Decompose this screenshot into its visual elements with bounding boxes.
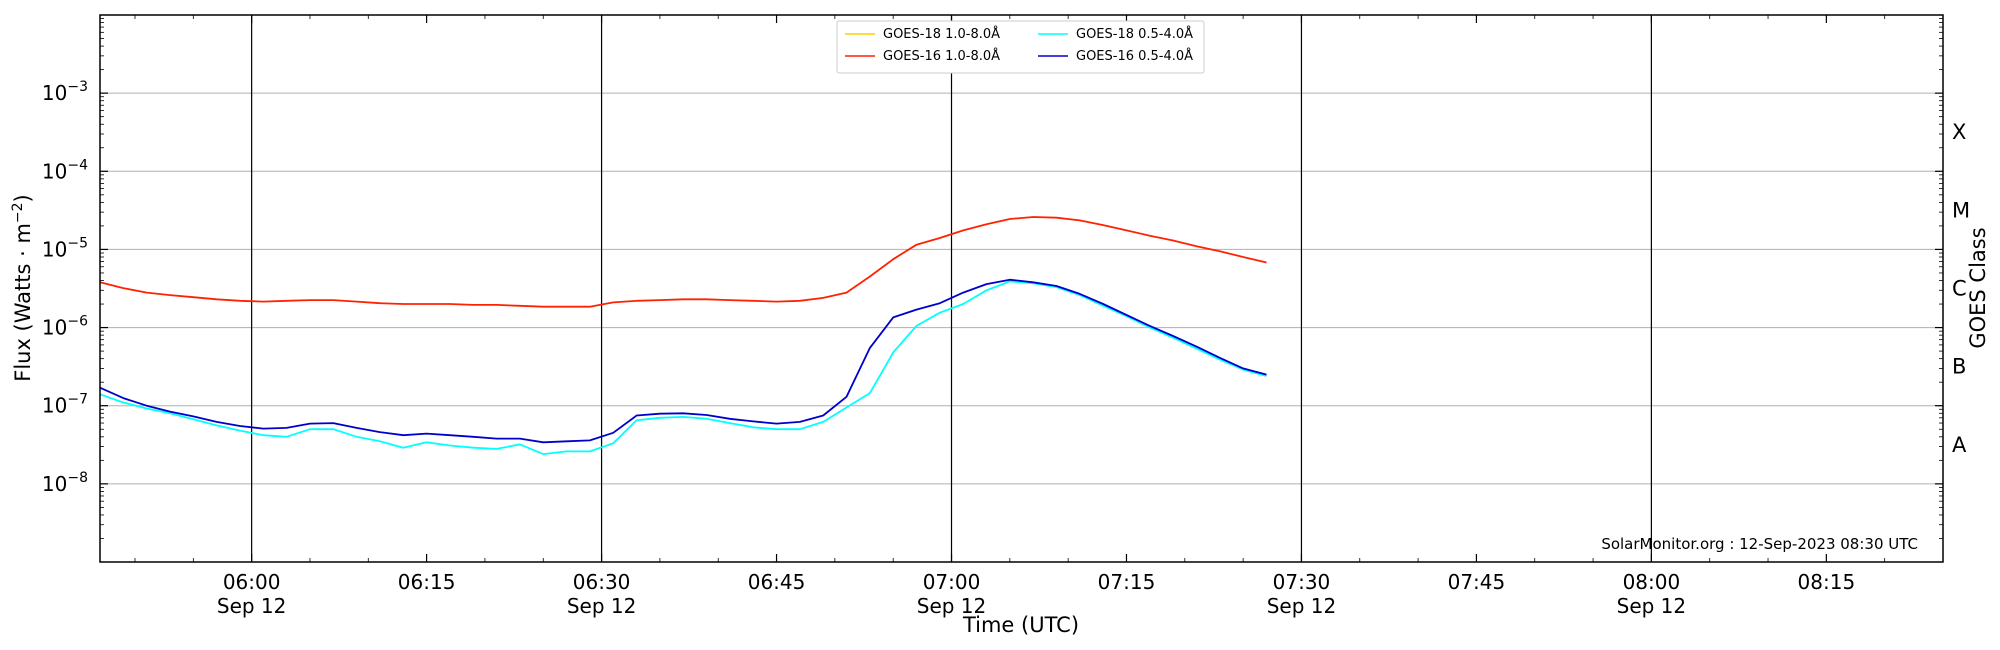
x-tick-label: 07:30: [1273, 570, 1331, 594]
source-annotation: SolarMonitor.org : 12-Sep-2023 08:30 UTC: [1601, 535, 1918, 553]
x-tick-label: 06:45: [748, 570, 806, 594]
horizontal-grid: [100, 92, 1943, 485]
legend-label: GOES-16 1.0-8.0Å: [883, 48, 1000, 64]
y-tick-label: 10−7: [42, 392, 88, 418]
right-axis-title: GOES Class: [1966, 227, 1990, 348]
x-tick-date: Sep 12: [567, 594, 637, 618]
vertical-grid: [251, 15, 1652, 562]
y-tick-label: 10−4: [42, 157, 88, 183]
plot-area: [100, 15, 1943, 562]
goes-class-m: M: [1952, 198, 1970, 222]
x-tick-label: 08:00: [1623, 570, 1681, 594]
x-tick-date: Sep 12: [217, 594, 287, 618]
goes-class-x: X: [1952, 120, 1966, 144]
y-tick-label: 10−5: [42, 235, 88, 261]
series-layer: [99, 216, 1267, 456]
x-tick-label: 06:15: [398, 570, 456, 594]
series-line-2: [99, 216, 1267, 308]
x-tick-label: 07:00: [923, 570, 981, 594]
x-tick-label: 08:15: [1798, 570, 1856, 594]
x-tick-label: 06:00: [223, 570, 281, 594]
goes-class-b: B: [1952, 355, 1966, 379]
series-line-1: [99, 280, 1267, 456]
legend-label: GOES-18 1.0-8.0Å: [883, 26, 1000, 42]
x-tick-date: Sep 12: [1267, 594, 1337, 618]
y-axis-ticks: 10−3 10−4 10−5 10−6 10−7 10−8: [42, 79, 1943, 496]
y-axis-title: Flux (Watts · m−2): [10, 194, 35, 382]
x-tick-date: Sep 12: [1617, 594, 1687, 618]
y-tick-label: 10−8: [42, 470, 88, 496]
legend-label: GOES-16 0.5-4.0Å: [1076, 48, 1193, 64]
series-line-3: [99, 278, 1267, 444]
goes-class-a: A: [1952, 433, 1967, 457]
x-tick-label: 06:30: [573, 570, 631, 594]
y-tick-label: 10−3: [42, 79, 88, 105]
legend: GOES-18 1.0-8.0Å GOES-18 0.5-4.0Å GOES-16 …: [836, 20, 1205, 74]
x-tick-label: 07:15: [1098, 570, 1156, 594]
y-tick-label: 10−6: [42, 314, 88, 340]
legend-box: [836, 20, 1205, 74]
goes-class-c: C: [1952, 277, 1967, 301]
x-tick-label: 07:45: [1448, 570, 1506, 594]
x-axis-title: Time (UTC): [962, 613, 1079, 637]
legend-label: GOES-18 0.5-4.0Å: [1076, 26, 1193, 42]
goes-class-labels: X M C B A: [1952, 120, 1970, 457]
plot-frame: [99, 14, 1944, 563]
x-tick-date: Sep 12: [917, 594, 987, 618]
